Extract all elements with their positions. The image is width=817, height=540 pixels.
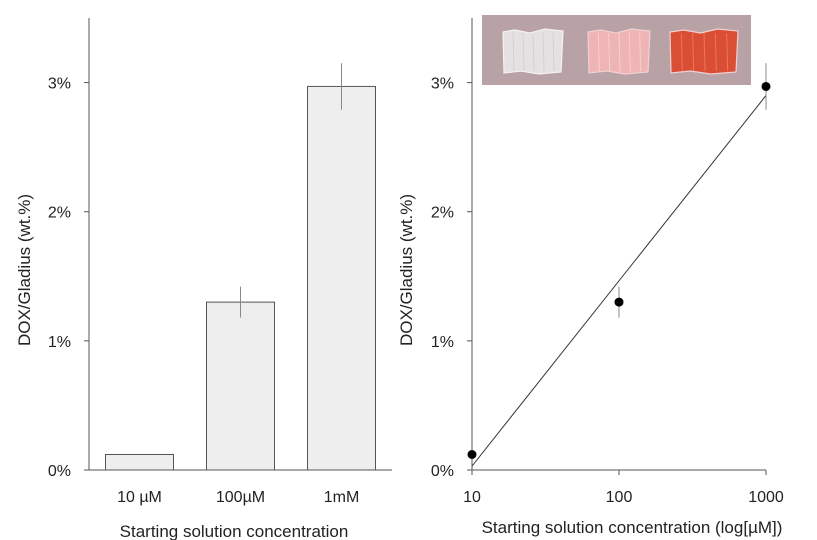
sample-texture-line: [512, 32, 515, 72]
bar-x-tick-label: 100µM: [216, 489, 265, 506]
bar-y-axis-label: DOX/Gladius (wt.%): [15, 194, 34, 346]
sample-texture-line: [726, 32, 729, 72]
bar-chart-panel: 0% 1% 2% 3% 10 µM 100µM 1mM DOX/Gladius (wt.%…: [15, 18, 392, 540]
scatter-chart-panel: 0% 1% 2% 3% 10 100 1000 DOX/Gladius (wt.%) St…: [397, 15, 784, 537]
scatter-y-tick-label: 3%: [431, 76, 454, 93]
sample-texture-line: [522, 32, 525, 72]
scatter-x-ticks: 10 100 1000: [463, 470, 784, 506]
bars: [105, 63, 376, 471]
scatter-y-tick-label: 0%: [431, 463, 454, 480]
scatter-y-ticks: 0% 1% 2% 3%: [431, 76, 472, 480]
sample-texture-line: [680, 32, 683, 72]
sample-texture-line: [618, 32, 621, 72]
bar: [206, 301, 275, 471]
scatter-point: [761, 81, 771, 91]
bar: [105, 454, 174, 471]
scatter-y-axis-label: DOX/Gladius (wt.%): [397, 194, 416, 346]
scatter-x-tick-label: 10: [463, 489, 481, 506]
scatter-x-tick-label: 100: [606, 489, 633, 506]
scatter-points: [467, 63, 771, 460]
sample-texture-line: [692, 32, 695, 72]
bar-x-ticks: 10 µM 100µM 1mM: [117, 489, 359, 506]
bar-x-axis-label: Starting solution concentration: [120, 522, 349, 540]
bar-y-tick-label: 2%: [48, 205, 71, 222]
sample-texture-line: [703, 32, 706, 72]
sample-texture-line: [532, 32, 535, 72]
sample-texture-line: [597, 32, 600, 72]
sample-texture-line: [608, 32, 611, 72]
sample-texture-line: [714, 32, 717, 72]
sample-texture-line: [552, 32, 555, 72]
linear-fit-line: [471, 95, 767, 467]
sample-texture-line: [639, 32, 642, 72]
scatter-x-axis-label: Starting solution concentration (log[µM]…: [482, 518, 783, 537]
scatter-y-tick-label: 2%: [431, 205, 454, 222]
bar-y-tick-label: 1%: [48, 334, 71, 351]
sample-texture-line: [542, 32, 545, 72]
scatter-y-tick-label: 1%: [431, 334, 454, 351]
bar: [307, 85, 376, 471]
bar-y-tick-label: 0%: [48, 463, 71, 480]
scatter-x-tick-label: 1000: [748, 489, 784, 506]
scatter-point: [467, 450, 477, 460]
sample-photo-inset: [482, 15, 751, 85]
bar-y-ticks: 0% 1% 2% 3%: [48, 76, 89, 480]
bar-x-tick-label: 1mM: [324, 489, 360, 506]
bar-x-tick-label: 10 µM: [117, 489, 162, 506]
sample-texture-line: [628, 32, 631, 72]
bar-y-tick-label: 3%: [48, 76, 71, 93]
scatter-point: [614, 297, 624, 307]
